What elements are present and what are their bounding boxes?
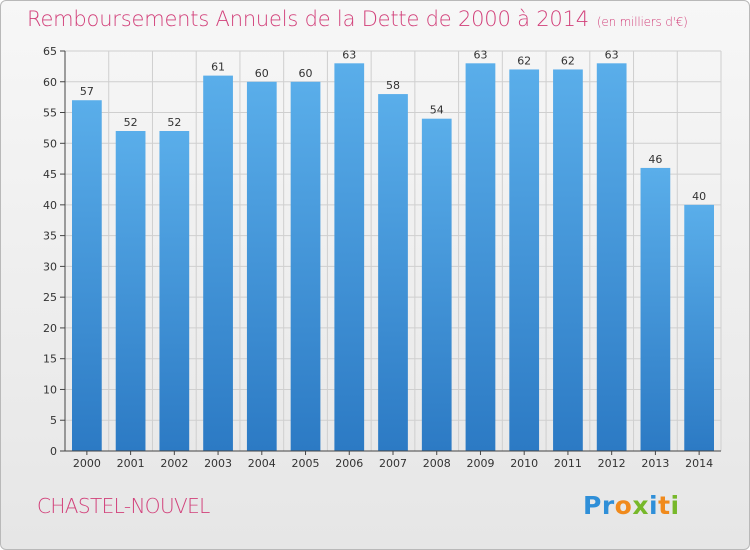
value-label-2007: 58 bbox=[386, 79, 400, 92]
logo-letter-3: x bbox=[632, 491, 649, 520]
value-label-2011: 62 bbox=[561, 54, 575, 67]
x-tick-label-2008: 2008 bbox=[423, 457, 451, 470]
value-label-2006: 63 bbox=[342, 48, 356, 61]
y-tick-label-40: 40 bbox=[43, 199, 57, 212]
y-tick-label-55: 55 bbox=[43, 107, 57, 120]
y-tick-label-10: 10 bbox=[43, 383, 57, 396]
x-tick-label-2007: 2007 bbox=[379, 457, 407, 470]
bar-2011 bbox=[553, 69, 583, 451]
bar-2003 bbox=[203, 75, 233, 451]
value-label-2012: 63 bbox=[605, 48, 619, 61]
logo-letter-4: i bbox=[649, 491, 659, 520]
value-labels: 57 52 52 61 60 60 63 58 54 63 62 62 63 46 40 bbox=[80, 48, 706, 203]
bar-2013 bbox=[640, 167, 671, 451]
value-label-2001: 52 bbox=[124, 116, 138, 129]
value-label-2013: 46 bbox=[648, 153, 662, 166]
value-label-2010: 62 bbox=[517, 54, 531, 67]
y-tick-label-60: 60 bbox=[43, 76, 57, 89]
value-label-2009: 63 bbox=[473, 48, 487, 61]
value-label-2005: 60 bbox=[299, 67, 313, 80]
x-tick-label-2011: 2011 bbox=[554, 457, 582, 470]
x-tick-label-2004: 2004 bbox=[248, 457, 276, 470]
x-tick-label-2009: 2009 bbox=[466, 457, 494, 470]
y-tick-label-65: 65 bbox=[43, 45, 57, 58]
value-label-2003: 61 bbox=[211, 61, 225, 74]
proxiti-logo: Proxiti bbox=[583, 491, 680, 520]
x-tick-label-2012: 2012 bbox=[598, 457, 626, 470]
chart-title: Remboursements Annuels de la Dette de 20… bbox=[27, 7, 688, 31]
y-tick-label-25: 25 bbox=[43, 291, 57, 304]
bar-2002 bbox=[159, 131, 190, 451]
axes: 0 5 10 15 20 25 30 35 40 45 50 55 60 65 2000 2001 2002 20… bbox=[43, 45, 721, 470]
x-tick-label-2000: 2000 bbox=[73, 457, 101, 470]
value-label-2008: 54 bbox=[430, 104, 444, 117]
x-tick-label-2006: 2006 bbox=[335, 457, 363, 470]
y-tick-label-50: 50 bbox=[43, 137, 57, 150]
value-label-2004: 60 bbox=[255, 67, 269, 80]
bars bbox=[71, 63, 715, 452]
bar-2006 bbox=[334, 63, 365, 452]
bar-2012 bbox=[596, 63, 627, 452]
logo-letter-6: i bbox=[670, 491, 680, 520]
y-tick-label-5: 5 bbox=[50, 414, 57, 427]
bar-2005 bbox=[290, 81, 321, 452]
bar-2004 bbox=[246, 81, 277, 452]
bar-2010 bbox=[509, 69, 540, 451]
y-tick-label-20: 20 bbox=[43, 322, 57, 335]
x-tick-label-2014: 2014 bbox=[685, 457, 713, 470]
logo-letter-5: t bbox=[658, 491, 671, 520]
bar-2007 bbox=[378, 94, 408, 452]
logo-letter-2: o bbox=[614, 491, 633, 520]
x-tick-label-2003: 2003 bbox=[204, 457, 232, 470]
x-tick-label-2010: 2010 bbox=[510, 457, 538, 470]
chart-title-text: Remboursements Annuels de la Dette de 20… bbox=[27, 7, 589, 31]
value-label-2002: 52 bbox=[167, 116, 181, 129]
chart-unit: (en milliers d'€) bbox=[596, 15, 688, 29]
commune-name: CHASTEL-NOUVEL bbox=[37, 494, 210, 518]
value-label-2000: 57 bbox=[80, 85, 94, 98]
x-tick-label-2005: 2005 bbox=[292, 457, 320, 470]
y-tick-label-35: 35 bbox=[43, 230, 57, 243]
bar-2000 bbox=[71, 100, 102, 451]
y-tick-label-0: 0 bbox=[50, 445, 57, 458]
x-tick-label-2002: 2002 bbox=[160, 457, 188, 470]
logo-letter-0: P bbox=[583, 491, 602, 520]
bar-2009 bbox=[465, 63, 496, 452]
bar-2008 bbox=[421, 118, 452, 451]
logo-letter-1: r bbox=[601, 491, 615, 520]
y-tick-label-15: 15 bbox=[43, 353, 57, 366]
bar-2001 bbox=[115, 131, 146, 451]
value-label-2014: 40 bbox=[692, 190, 706, 203]
y-tick-label-45: 45 bbox=[43, 168, 57, 181]
x-tick-label-2001: 2001 bbox=[117, 457, 145, 470]
bar-2014 bbox=[684, 204, 715, 451]
y-tick-label-30: 30 bbox=[43, 260, 57, 273]
x-tick-label-2013: 2013 bbox=[641, 457, 669, 470]
